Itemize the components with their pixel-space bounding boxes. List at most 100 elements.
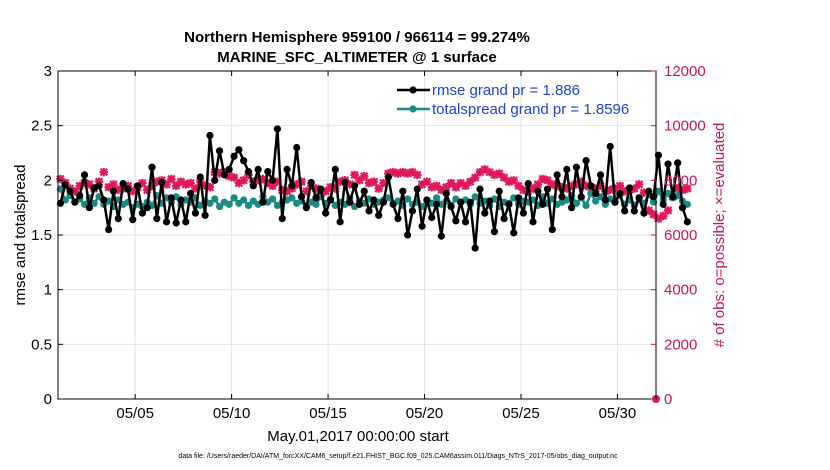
rmse-point [206,131,214,140]
obs-evaluated-point [408,167,417,177]
rmse-point [153,215,161,223]
rmse-point [399,187,407,195]
obs-evaluated-point [85,180,94,189]
rmse-point [129,216,137,224]
rmse-point [519,209,527,217]
obs-evaluated-point [403,169,412,178]
obs-evaluated-point [360,172,369,181]
obs-evaluated-point [456,178,465,188]
obs-evaluated-point [302,187,311,196]
totalspread-point [90,199,98,207]
rmse-point [669,193,677,201]
obs-evaluated-point [176,177,186,186]
obs-evaluated-point [369,177,379,186]
obs-evaluated-point [282,187,292,196]
obs-evaluated-point [538,174,547,184]
rmse-point [447,202,455,211]
rmse-point [105,225,113,234]
totalspread-point [206,199,214,207]
x-tick-label: 05/05 [116,405,154,422]
rmse-point [649,193,658,201]
totalspread-point [384,194,392,202]
obs-evaluated-point [673,184,682,193]
obs-evaluated-point [229,173,239,182]
totalspread-point [432,194,441,202]
obs-evaluated-point [649,210,658,219]
obs-evaluated-point [364,178,374,188]
obs-evaluated-point [167,174,176,184]
rmse-point [611,198,619,206]
rmse-point [341,178,349,187]
rmse-point [360,187,368,195]
rmse-point [587,182,595,190]
totalspread-point [312,200,320,208]
obs-evaluated-point [350,170,359,180]
obs-evaluated-point [562,184,571,193]
rmse-point [283,165,291,173]
obs-evaluated-point [292,180,301,189]
obs-evaluated-point [398,167,408,177]
obs-evaluated-point [263,178,272,188]
rmse-point [616,189,624,198]
rmse-point [317,185,325,193]
rmse-point [625,184,634,192]
obs-evaluated-point [639,188,649,197]
rmse-point [61,181,69,189]
y-tick-label-right: 2000 [664,336,697,353]
rmse-point [428,213,436,222]
obs-evaluated-point [99,167,109,177]
rmse-point [514,194,523,202]
rmse-point [457,198,465,206]
y-tick-label-left: 3 [44,63,52,80]
rmse-point [592,189,600,198]
obs-evaluated-point [273,177,282,186]
rmse-point [109,187,118,195]
rmse-point [259,198,267,206]
obs-evaluated-point [442,182,451,192]
totalspread-point [654,187,663,195]
obs-evaluated-point [128,187,137,196]
obs-evaluated-point [543,176,552,185]
rmse-point [558,193,566,201]
rmse-point [133,182,142,190]
rmse-point [158,178,166,187]
obs-evaluated-point [413,170,422,180]
obs-evaluated-point [75,181,84,190]
chart-subtitle: MARINE_SFC_ALTIMETER @ 1 surface [217,49,496,66]
totalspread-point [269,195,277,203]
rmse-point [225,165,233,173]
rmse-point [543,185,552,193]
rmse-point [452,217,460,225]
rmse-point [490,228,499,236]
x-tick-label: 05/10 [213,405,251,422]
rmse-point [408,207,417,215]
obs-evaluated-point [466,177,475,186]
rmse-point [621,207,629,215]
rmse-point [182,218,190,226]
obs-evaluated-point [104,182,113,192]
obs-evaluated-point [345,180,354,189]
obs-evaluated-point [475,167,485,177]
obs-evaluated-point [152,177,162,186]
obs-evaluated-point [630,184,639,193]
rmse-point [244,167,253,176]
obs-evaluated-point [253,176,263,185]
obs-evaluated-point [548,180,557,189]
rmse-point [471,244,479,252]
rmse-point [196,173,204,181]
rmse-point [553,171,561,179]
rmse-point [563,165,571,173]
rmse-point [273,125,282,133]
totalspread-point [244,201,253,210]
y-tick-label-right: 4000 [664,282,697,299]
rmse-point [85,204,93,212]
rmse-point [350,182,359,190]
rmse-point [510,229,518,237]
legend-marker-totalspread [409,105,417,113]
obs-evaluated-point [335,177,345,186]
rmse-point [461,218,470,226]
obs-evaluated-point [490,170,499,180]
obs-evaluated-point [278,185,287,195]
obs-evaluated-point [374,184,383,193]
